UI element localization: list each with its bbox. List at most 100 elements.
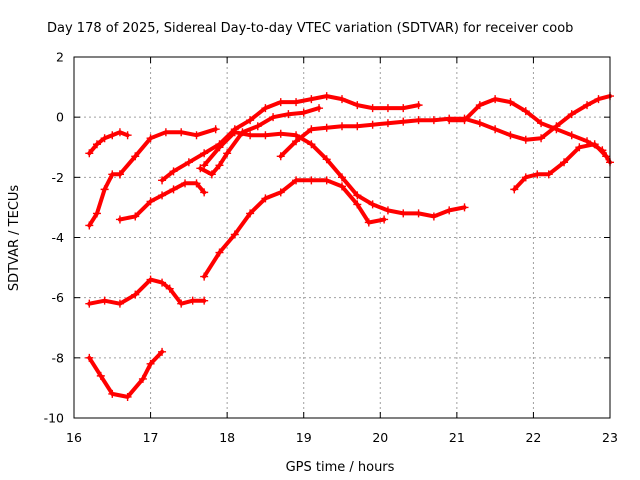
data-point (100, 134, 109, 143)
data-point (552, 125, 561, 134)
series-line (202, 130, 467, 219)
data-point (138, 374, 147, 383)
data-point (100, 296, 109, 305)
data-point (230, 230, 239, 239)
data-point (399, 209, 408, 218)
data-point (521, 173, 530, 182)
x-tick-label: 22 (525, 430, 541, 445)
data-point (276, 152, 285, 161)
data-point (284, 110, 293, 119)
data-point (192, 179, 201, 188)
data-point (583, 101, 592, 110)
data-point (338, 173, 346, 182)
data-point (383, 119, 392, 128)
axis-ticks: 16 17 18 19 20 21 22 23 -10 -8 -6 -4 -2 0 2 (44, 50, 618, 446)
data-point (338, 182, 346, 191)
data-point (429, 212, 438, 221)
data-point (276, 188, 285, 197)
data-point (537, 134, 546, 143)
data-point (537, 119, 546, 128)
data-point (521, 107, 530, 116)
data-point (165, 284, 174, 293)
data-point (215, 143, 224, 152)
chart-title: Day 178 of 2025, Sidereal Day-to-day VTE… (47, 21, 573, 36)
series-arc-11 (276, 92, 614, 161)
data-point (590, 140, 599, 149)
data-point (158, 278, 167, 287)
data-point (380, 215, 389, 224)
data-point (184, 158, 193, 167)
data-point (261, 131, 270, 140)
data-point (338, 122, 346, 131)
data-point (292, 176, 301, 185)
data-point (292, 98, 301, 107)
data-point (567, 110, 576, 119)
data-point (246, 131, 255, 140)
data-point (276, 129, 285, 138)
data-point (200, 161, 209, 170)
data-point (475, 101, 484, 110)
data-point (108, 170, 117, 179)
data-point (115, 299, 124, 308)
y-tick-label: 2 (56, 50, 64, 65)
series-arc-1 (85, 128, 132, 158)
y-tick-label: -4 (52, 230, 65, 245)
x-axis-label: GPS time / hours (286, 460, 395, 475)
data-point (414, 209, 423, 218)
data-point (445, 116, 454, 125)
data-point (322, 123, 331, 132)
data-point (158, 191, 167, 200)
data-point (108, 131, 117, 140)
data-point (85, 353, 94, 362)
data-point (223, 149, 232, 158)
series-line (87, 277, 207, 306)
data-point (475, 119, 484, 128)
data-point (246, 209, 255, 218)
data-point (123, 131, 132, 140)
data-point (200, 188, 209, 197)
data-point (253, 122, 262, 131)
data-point (510, 185, 519, 194)
series-arc-5 (158, 92, 423, 185)
data-point (207, 170, 216, 179)
data-point (188, 296, 197, 305)
x-tick-label: 23 (602, 430, 618, 445)
data-point (353, 101, 362, 110)
series-arc-3 (115, 125, 220, 179)
data-point (307, 140, 316, 149)
series-arc-7 (200, 128, 469, 221)
data-point (192, 131, 201, 140)
data-point (146, 359, 155, 368)
data-point (292, 137, 301, 146)
data-point (261, 194, 270, 203)
data-point (383, 206, 392, 215)
data-point (368, 200, 377, 209)
x-tick-label: 16 (66, 430, 82, 445)
data-point (445, 206, 454, 215)
data-point (276, 98, 285, 107)
data-point (261, 104, 270, 113)
data-point (146, 275, 155, 284)
data-point (506, 131, 515, 140)
data-point (429, 116, 438, 125)
data-point (594, 95, 603, 104)
series-line (198, 106, 321, 177)
y-tick-label: -8 (52, 350, 65, 365)
data-point (161, 128, 170, 137)
x-tick-label: 20 (372, 430, 388, 445)
data-point (96, 371, 105, 380)
data-point (533, 170, 542, 179)
series-line (87, 172, 122, 228)
series-arc-10 (200, 176, 389, 281)
data-point (200, 149, 209, 158)
data-point (269, 113, 278, 122)
data-point (364, 218, 373, 227)
data-point (521, 135, 530, 144)
data-point (230, 128, 239, 137)
data-point (307, 176, 316, 185)
series-arc-4 (115, 179, 209, 224)
x-tick-label: 19 (296, 430, 312, 445)
data-point (169, 167, 178, 176)
data-point (177, 128, 186, 137)
data-point (602, 152, 611, 161)
